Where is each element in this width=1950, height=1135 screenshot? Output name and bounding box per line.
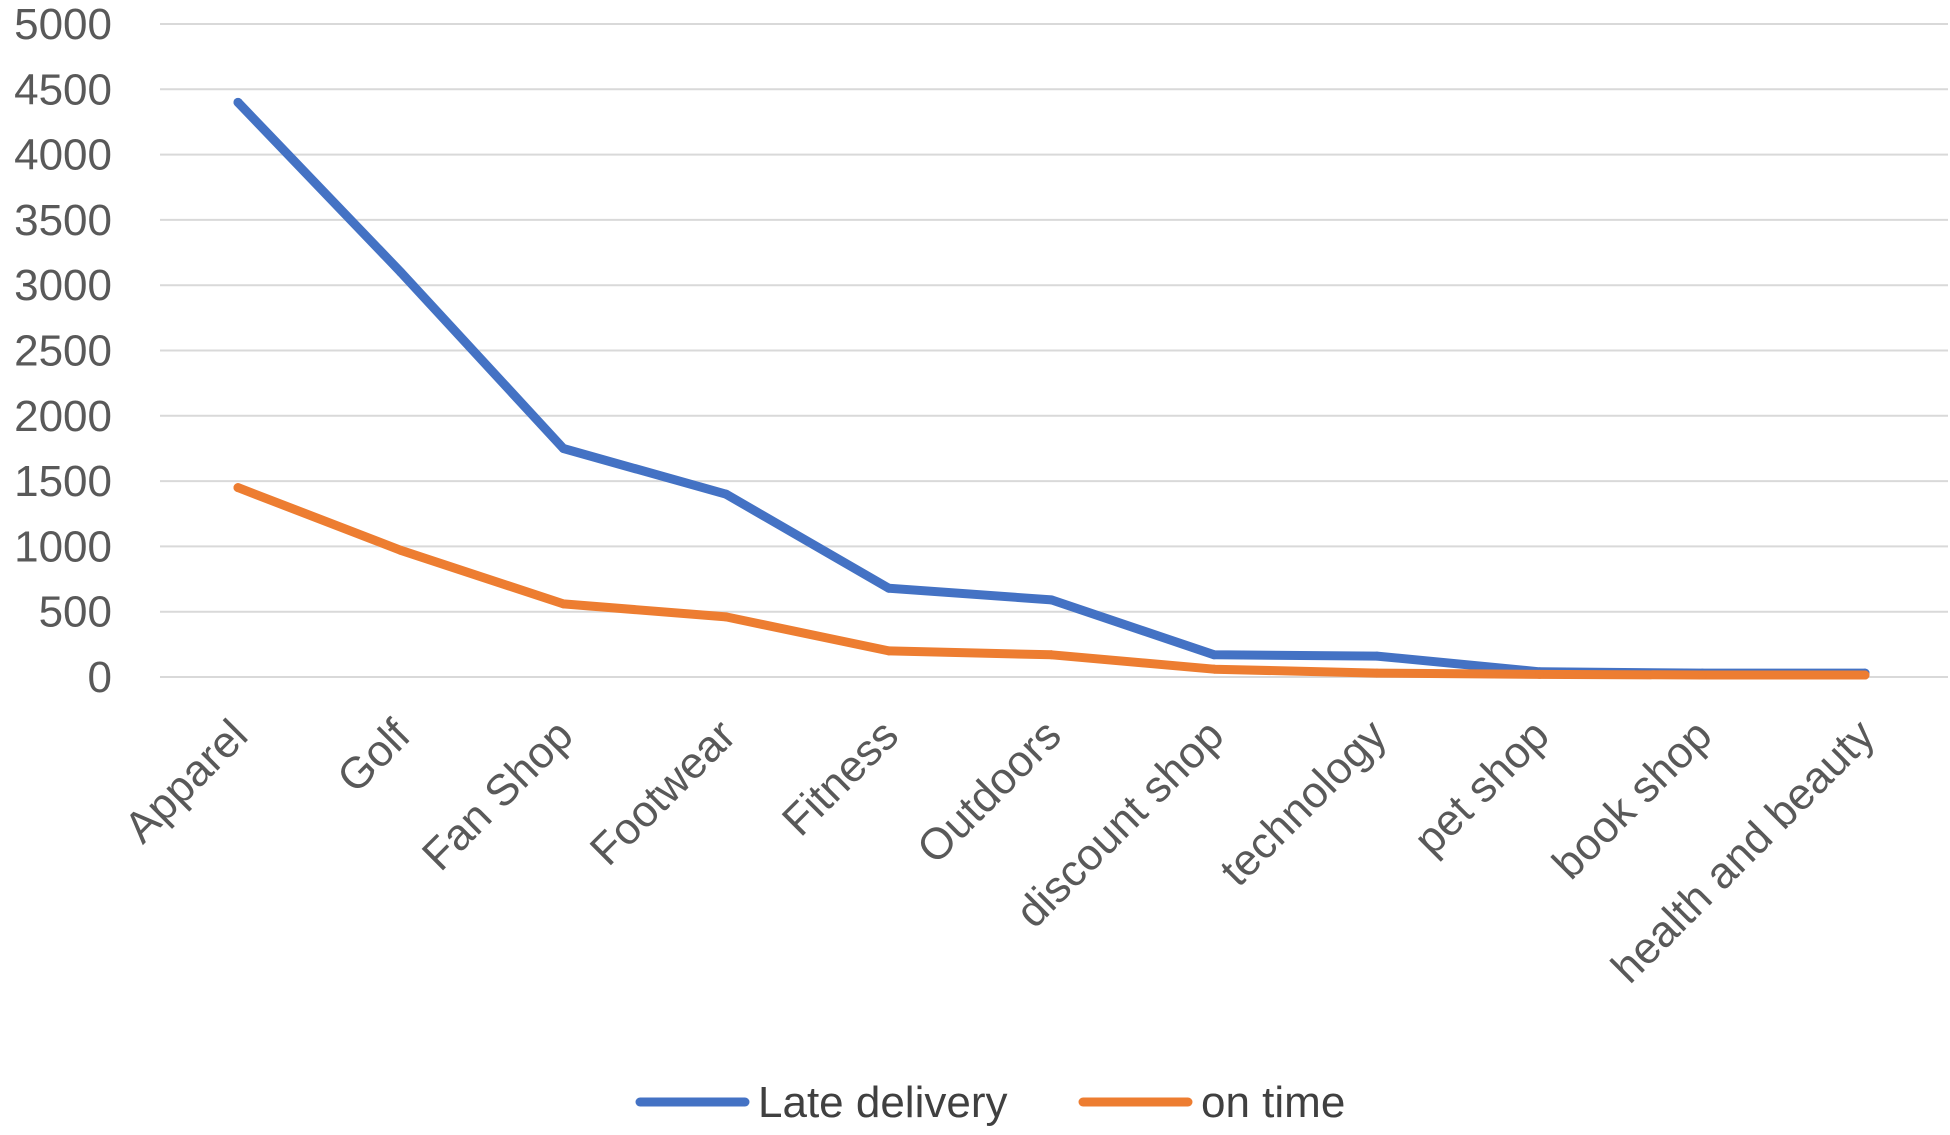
- series-line: [233, 97, 1870, 678]
- data-point: [396, 267, 406, 277]
- data-point: [396, 545, 406, 555]
- data-point: [1209, 664, 1219, 674]
- x-tick-label: Fitness: [773, 710, 908, 845]
- series-1: [233, 483, 1870, 680]
- x-tick-label: Fan Shop: [413, 710, 583, 880]
- data-point: [721, 489, 731, 499]
- y-tick-label: 2000: [14, 392, 112, 441]
- data-point: [1209, 650, 1219, 660]
- data-point: [1535, 669, 1545, 679]
- data-point: [233, 483, 243, 493]
- x-tick-label: Golf: [328, 710, 420, 802]
- data-point: [1372, 668, 1382, 678]
- series-lines: [233, 97, 1870, 680]
- series-line: [233, 483, 1870, 680]
- x-tick-label: technology: [1211, 710, 1396, 895]
- data-point: [721, 612, 731, 622]
- legend: Late delivery on time: [635, 1078, 1345, 1127]
- legend-label: on time: [1201, 1078, 1345, 1127]
- y-tick-label: 3000: [14, 261, 112, 310]
- y-axis: 0 500 1000 1500 2000 2500 3000 3500 4000 4500 5000: [14, 0, 112, 702]
- data-point: [558, 443, 568, 453]
- x-tick-label: Apparel: [115, 710, 257, 852]
- data-point: [233, 97, 243, 107]
- legend-label: Late delivery: [758, 1078, 1007, 1127]
- y-tick-label: 4000: [14, 131, 112, 180]
- data-point: [1047, 595, 1056, 605]
- x-tick-label: pet shop: [1405, 710, 1559, 864]
- y-tick-label: 3500: [14, 196, 112, 245]
- data-point: [1860, 670, 1870, 680]
- y-tick-label: 2500: [14, 327, 112, 376]
- legend-item-1: on time: [1078, 1078, 1345, 1127]
- x-tick-label: Footwear: [581, 710, 745, 874]
- y-tick-label: 0: [88, 653, 112, 702]
- series-0: [233, 97, 1870, 678]
- data-point: [884, 583, 894, 593]
- x-tick-label: Outdoors: [908, 710, 1071, 873]
- y-tick-label: 5000: [14, 0, 112, 49]
- y-tick-label: 1500: [14, 457, 112, 506]
- y-tick-label: 500: [39, 588, 112, 637]
- data-point: [558, 599, 568, 609]
- data-point: [1697, 670, 1707, 680]
- legend-item-0: Late delivery: [635, 1078, 1007, 1127]
- data-point: [884, 646, 894, 656]
- y-tick-label: 1000: [14, 522, 112, 571]
- data-point: [1047, 650, 1056, 660]
- x-tick-label: book shop: [1543, 710, 1721, 888]
- y-tick-label: 4500: [14, 65, 112, 114]
- gridlines: [160, 23, 1948, 678]
- data-point: [1372, 651, 1382, 661]
